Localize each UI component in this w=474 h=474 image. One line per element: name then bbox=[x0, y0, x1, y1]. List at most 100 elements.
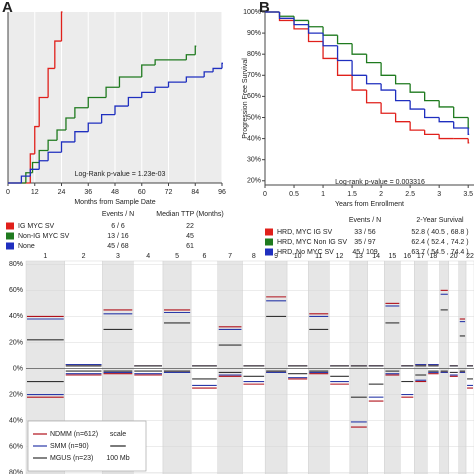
chromosome-label: 3 bbox=[116, 253, 120, 260]
step-segment bbox=[293, 16, 309, 22]
chromosome-band bbox=[458, 260, 467, 474]
chromosome-band bbox=[349, 260, 368, 474]
step-segment bbox=[87, 122, 102, 132]
x-tick-label: 3.5 bbox=[463, 191, 473, 198]
annotation: Log-rank p-value = 0.003316 bbox=[335, 179, 425, 186]
chromosome-label: 20 bbox=[450, 253, 458, 260]
step-segment bbox=[424, 109, 440, 119]
chromosome-label: 18 bbox=[430, 253, 438, 260]
chromosome-label: 17 bbox=[417, 253, 425, 260]
x-tick-label: 1 bbox=[321, 191, 325, 198]
chromosome-label: 16 bbox=[403, 253, 411, 260]
y-tick-label: 50% bbox=[247, 114, 261, 121]
step-segment bbox=[167, 81, 187, 88]
chromosome-label: 12 bbox=[336, 253, 344, 260]
table-header: Events / N bbox=[102, 211, 134, 218]
legend-label: MGUS (n=23) bbox=[50, 455, 93, 462]
step-segment bbox=[203, 71, 214, 77]
step-segment bbox=[38, 160, 49, 170]
step-segment bbox=[34, 125, 40, 154]
step-segment bbox=[47, 139, 58, 151]
step-segment bbox=[351, 43, 367, 55]
step-segment bbox=[60, 141, 75, 153]
panel-label: A bbox=[2, 0, 13, 16]
table-header: 2-Year Survival bbox=[416, 217, 464, 224]
legend-swatch bbox=[6, 222, 14, 230]
y-tick-label: 60% bbox=[247, 93, 261, 100]
table-cell: 52.8 ( 40.5 , 68.8 ) bbox=[411, 229, 468, 236]
y-tick-label: 40% bbox=[9, 313, 23, 320]
legend-label: HRD, MYC Non IG SV bbox=[277, 239, 347, 246]
scale-title: scale bbox=[110, 431, 126, 438]
step-segment bbox=[453, 121, 469, 129]
x-tick-label: 60 bbox=[138, 189, 146, 196]
table-cell: 33 / 56 bbox=[354, 229, 376, 236]
x-axis-label: Months from Sample Date bbox=[74, 199, 155, 206]
y-tick-label: 90% bbox=[247, 30, 261, 37]
annotation: Log-Rank p-value = 1.23e-03 bbox=[75, 171, 166, 178]
chromosome-label: 13 bbox=[355, 253, 363, 260]
y-axis-label: Progression Free Survival bbox=[242, 58, 249, 139]
step-segment bbox=[307, 20, 324, 28]
chromosome-band bbox=[439, 260, 450, 474]
x-tick-label: 36 bbox=[84, 189, 92, 196]
step-segment bbox=[47, 151, 62, 161]
legend-swatch bbox=[265, 248, 273, 256]
y-tick-label: 40% bbox=[9, 417, 23, 424]
step-segment bbox=[20, 175, 31, 183]
step-segment bbox=[351, 75, 367, 91]
legend-label: HRD, No MYC SV bbox=[277, 249, 334, 256]
y-tick-label: 30% bbox=[247, 157, 261, 164]
chromosome-band bbox=[400, 260, 415, 474]
table-header: Events / N bbox=[349, 217, 381, 224]
table-cell: 6 / 6 bbox=[111, 223, 125, 230]
chromosome-label: 1 bbox=[43, 253, 47, 260]
chromosome-label: 22 bbox=[466, 253, 474, 260]
chromosome-label: 15 bbox=[388, 253, 396, 260]
y-tick-label: 80% bbox=[9, 470, 23, 474]
step-segment bbox=[322, 33, 338, 47]
table-cell: 45 bbox=[186, 233, 194, 240]
step-segment bbox=[351, 60, 367, 76]
legend-swatch bbox=[265, 238, 273, 246]
y-tick-label: 80% bbox=[9, 261, 23, 268]
step-segment bbox=[307, 28, 324, 43]
chromosome-label: 4 bbox=[146, 253, 150, 260]
chromosome-band bbox=[426, 260, 440, 474]
x-tick-label: 96 bbox=[218, 189, 226, 196]
chromosome-band bbox=[242, 260, 266, 474]
chromosome-label: 8 bbox=[252, 253, 256, 260]
x-tick-label: 3 bbox=[437, 191, 441, 198]
step-segment bbox=[221, 62, 223, 69]
x-tick-label: 1.5 bbox=[347, 191, 357, 198]
chromosome-band bbox=[329, 260, 351, 474]
y-tick-label: 100% bbox=[243, 9, 261, 16]
legend-box bbox=[27, 420, 147, 472]
step-segment bbox=[380, 102, 396, 114]
x-tick-label: 12 bbox=[31, 189, 39, 196]
chromosome-band bbox=[286, 260, 309, 474]
chromosome-label: 6 bbox=[202, 253, 206, 260]
step-segment bbox=[409, 100, 425, 110]
legend-swatch bbox=[6, 232, 14, 240]
legend-label: SMM (n=90) bbox=[50, 443, 89, 450]
x-tick-label: 48 bbox=[111, 189, 119, 196]
chromosome-label: 11 bbox=[315, 253, 322, 260]
legend-swatch bbox=[6, 242, 14, 250]
step-segment bbox=[380, 83, 396, 91]
y-tick-label: 60% bbox=[9, 287, 23, 294]
step-segment bbox=[438, 117, 454, 123]
x-tick-label: 84 bbox=[191, 189, 199, 196]
x-tick-label: 2.5 bbox=[405, 191, 415, 198]
x-tick-label: 24 bbox=[58, 189, 66, 196]
step-segment bbox=[65, 117, 75, 130]
step-segment bbox=[60, 11, 63, 42]
step-segment bbox=[47, 67, 55, 98]
step-segment bbox=[185, 76, 205, 83]
table-cell: 45 / 109 bbox=[352, 249, 377, 256]
chromosome-band bbox=[217, 260, 243, 474]
step-segment bbox=[336, 45, 353, 62]
legend-label: None bbox=[18, 243, 35, 250]
chromosome-band bbox=[264, 260, 288, 474]
